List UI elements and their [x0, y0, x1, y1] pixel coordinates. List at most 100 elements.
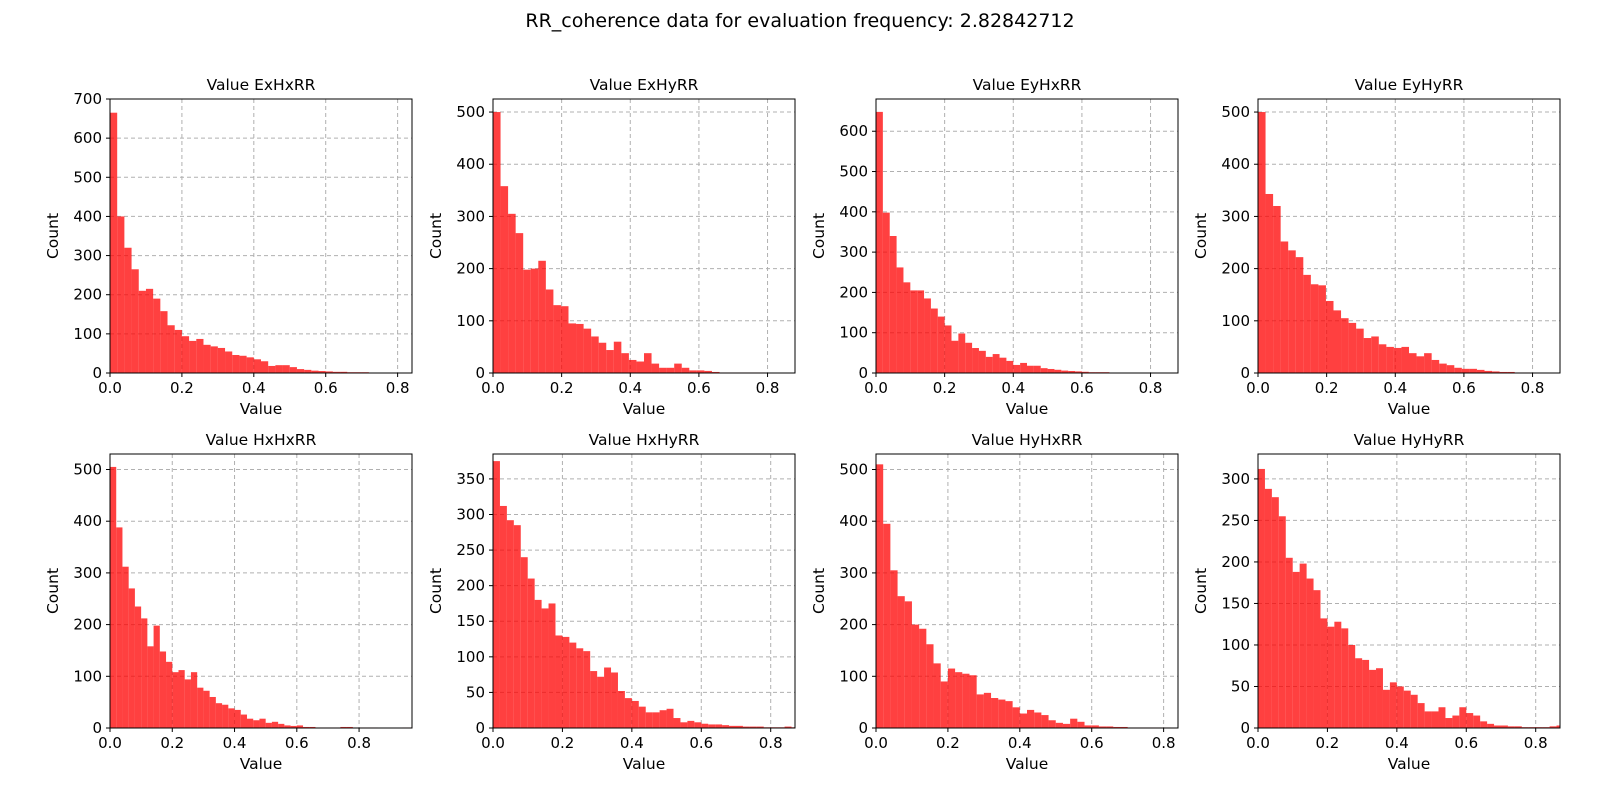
histogram-bar [141, 618, 147, 728]
histogram-bar [1452, 716, 1459, 728]
y-axis-label: Count [427, 213, 445, 259]
histogram-bar [1048, 369, 1055, 373]
histogram-bar [644, 353, 652, 373]
histogram-bar [508, 214, 516, 373]
histogram-bar [259, 719, 265, 728]
histogram-bar [189, 341, 196, 373]
histogram-bar [1432, 360, 1440, 373]
histogram-bar [153, 299, 160, 373]
histogram-title: Value HyHyRR [1354, 431, 1465, 449]
histogram-bar [1355, 658, 1362, 728]
x-axis-label: Value [240, 755, 283, 773]
histogram-bar [984, 693, 991, 728]
histogram-bar [178, 670, 184, 728]
histogram-bar [493, 112, 501, 373]
histogram-bar [979, 351, 986, 373]
histogram-bar [958, 334, 965, 373]
histogram-bar [1005, 701, 1012, 728]
histogram-bar [674, 718, 681, 728]
histogram-bar [883, 213, 890, 373]
x-tick-label: 0.8 [347, 734, 371, 752]
x-tick-label: 0.4 [1001, 379, 1025, 397]
histogram-bar [1293, 572, 1300, 728]
histogram-bar [590, 671, 597, 728]
histogram-bar [599, 343, 607, 373]
histogram-bar [993, 354, 1000, 373]
histogram-bar [235, 710, 241, 728]
histogram-bar [583, 651, 590, 728]
y-tick-label: 400 [456, 155, 485, 173]
y-tick-label: 100 [1221, 636, 1250, 654]
histogram-bar [1341, 628, 1348, 728]
y-tick-label: 100 [456, 312, 485, 330]
histogram-bar [1409, 353, 1417, 373]
y-tick-label: 0 [858, 364, 868, 382]
histogram-bar [926, 644, 933, 728]
y-axis-label: Count [1192, 568, 1210, 614]
histogram-bar [546, 289, 554, 373]
y-tick-label: 300 [73, 564, 102, 582]
histogram-bar [924, 298, 931, 373]
histogram-bar [228, 708, 234, 728]
histogram-bar [116, 527, 122, 728]
histogram-bar [931, 309, 938, 373]
y-tick-label: 400 [1221, 155, 1250, 173]
y-tick-label: 600 [839, 122, 868, 140]
histogram-bar [952, 341, 959, 373]
histogram-bar [1273, 206, 1281, 373]
histogram-bar [1281, 241, 1289, 373]
histogram-bar [1397, 686, 1404, 728]
histogram-bar [1020, 714, 1027, 728]
x-tick-label: 0.8 [386, 379, 410, 397]
histogram-bar [611, 672, 618, 728]
histogram-bar [1063, 724, 1070, 728]
x-tick-label: 0.4 [223, 734, 247, 752]
y-tick-label: 150 [1221, 594, 1250, 612]
histogram-bar [1279, 516, 1286, 728]
histogram-bar [555, 635, 562, 728]
y-tick-label: 200 [456, 260, 485, 278]
histogram-bar [687, 721, 694, 728]
histogram-bar [667, 709, 674, 728]
x-axis-label: Value [623, 400, 666, 418]
histogram-bar [1480, 721, 1487, 728]
histogram-bar [986, 357, 993, 373]
x-tick-label: 0.8 [756, 379, 780, 397]
histogram-bar [1326, 301, 1334, 373]
histogram-bar [1473, 716, 1480, 728]
histogram-bar [1258, 112, 1266, 373]
y-tick-label: 100 [73, 325, 102, 343]
histogram-bar [965, 343, 972, 373]
histogram-bar [154, 626, 160, 728]
histogram-bar [618, 691, 625, 728]
histogram-bar [1445, 718, 1452, 728]
histogram-bar [1020, 363, 1027, 373]
histogram-title: Value HxHyRR [589, 431, 700, 449]
histogram-bar [197, 688, 203, 728]
y-tick-label: 250 [456, 541, 485, 559]
histogram-bar [1311, 284, 1319, 373]
histogram-bar [1300, 564, 1307, 728]
histogram-bar [1265, 489, 1272, 728]
histogram-bar [1013, 707, 1020, 728]
y-tick-label: 0 [92, 364, 102, 382]
histogram-bar [1258, 469, 1265, 728]
histogram-bar [905, 601, 912, 728]
histogram-bar [1013, 365, 1020, 373]
histogram-bar [977, 694, 984, 728]
x-tick-label: 0.6 [285, 734, 309, 752]
histogram-bar [653, 712, 660, 728]
histogram-bar [1296, 257, 1304, 373]
y-tick-label: 350 [456, 470, 485, 488]
y-tick-label: 200 [1221, 260, 1250, 278]
histogram-bar [680, 722, 687, 728]
histogram-bar [1288, 250, 1296, 373]
histogram-bar [225, 351, 232, 373]
histogram-title: Value ExHyRR [590, 76, 699, 94]
y-tick-label: 700 [73, 90, 102, 108]
histogram-bar [266, 723, 272, 728]
histogram-title: Value HyHxRR [972, 431, 1083, 449]
